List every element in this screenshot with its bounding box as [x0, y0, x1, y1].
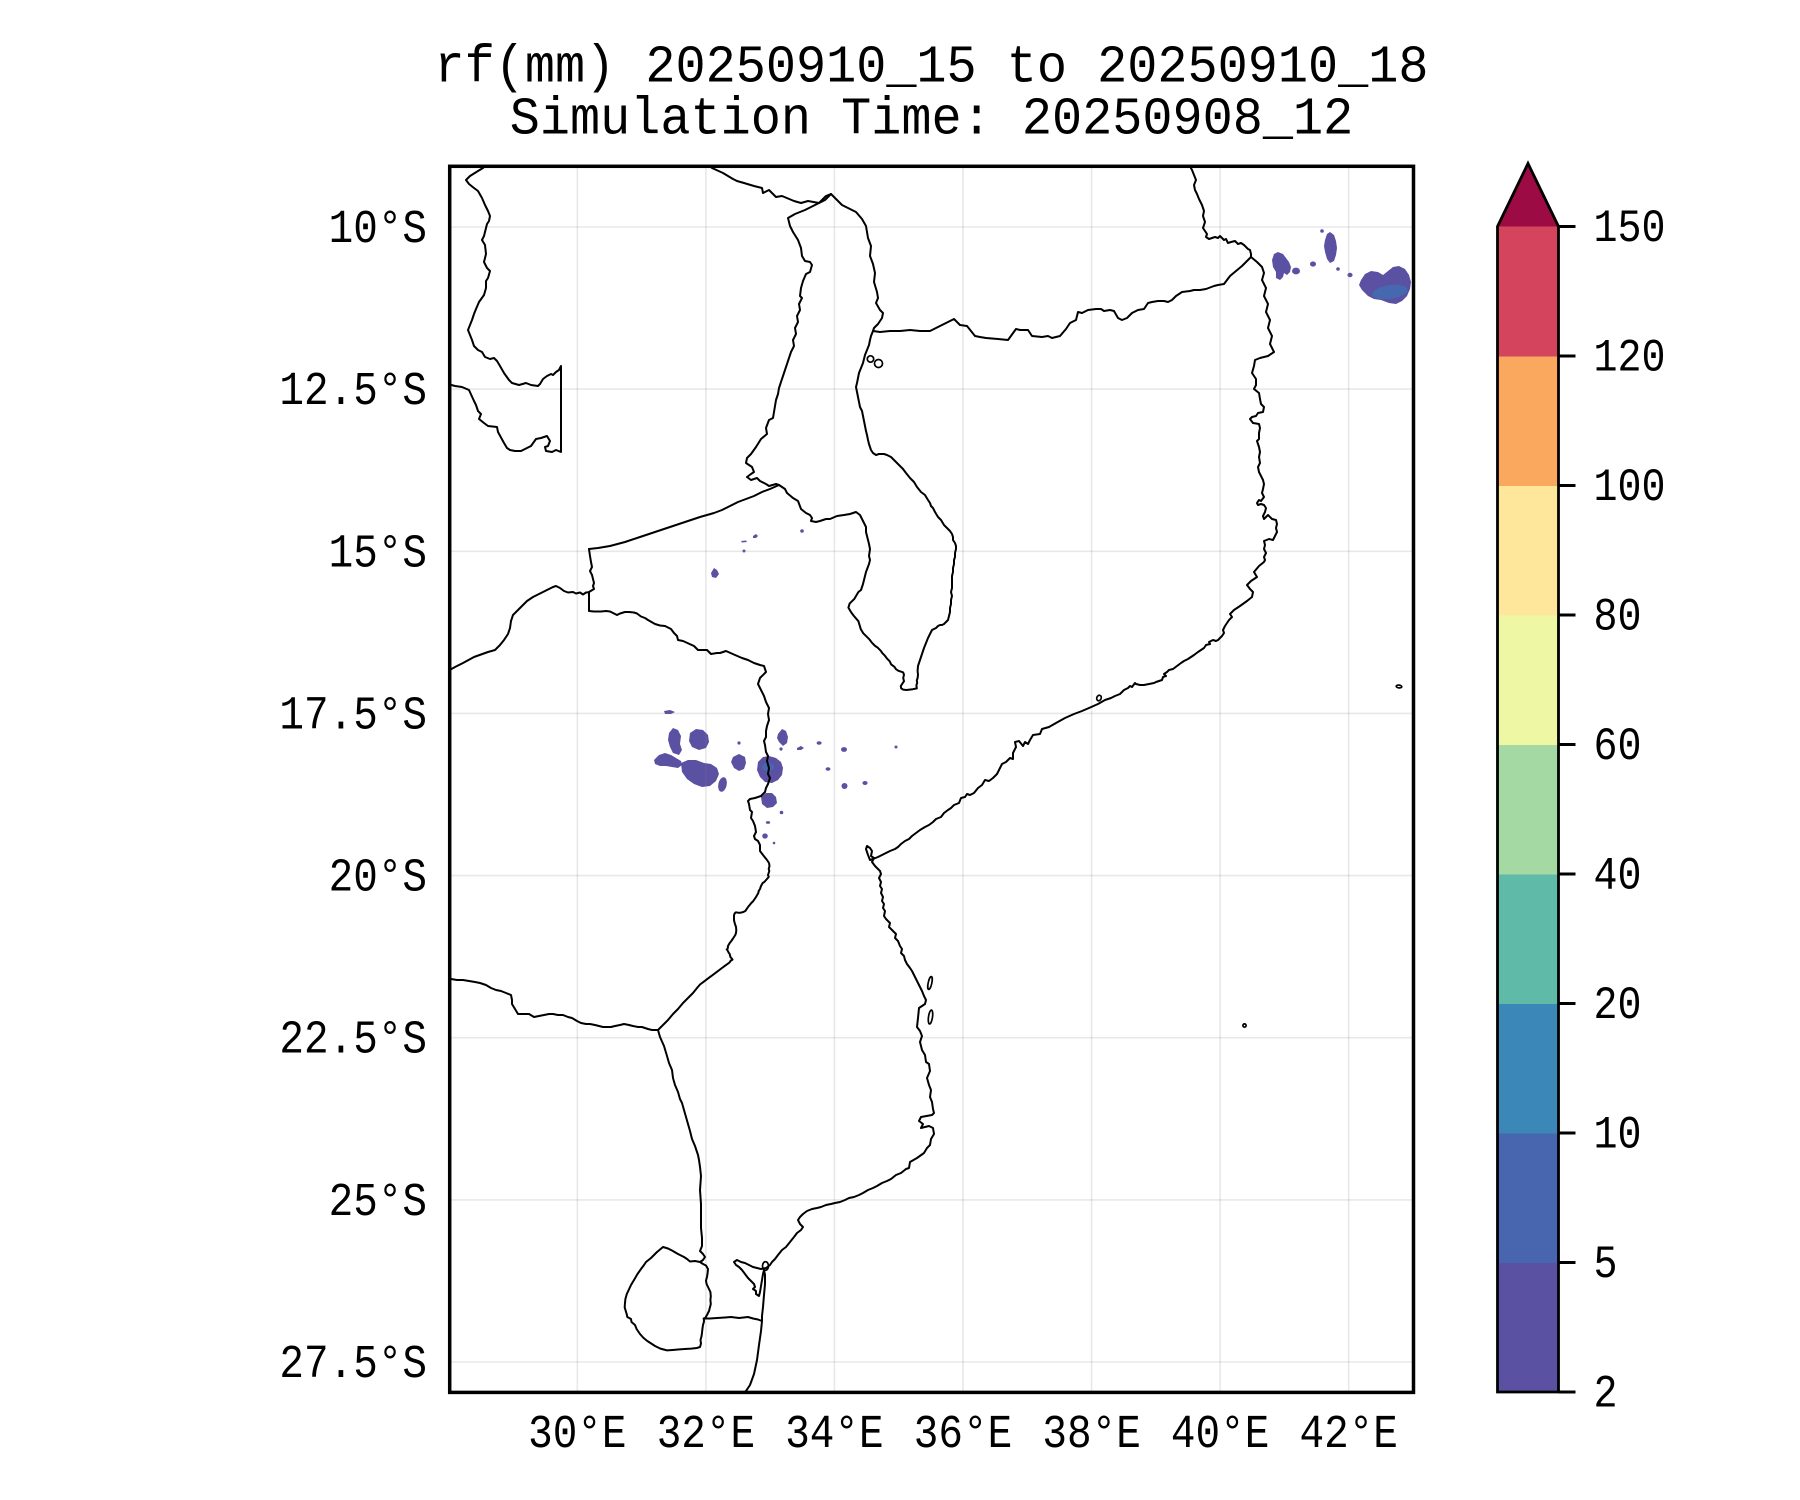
svg-text:20°S: 20°S	[329, 852, 427, 905]
svg-text:5: 5	[1594, 1239, 1618, 1291]
svg-text:15°S: 15°S	[329, 528, 427, 581]
svg-text:12.5°S: 12.5°S	[279, 366, 427, 419]
svg-text:34°E: 34°E	[785, 1409, 883, 1462]
svg-text:40°E: 40°E	[1171, 1409, 1269, 1462]
svg-text:30°E: 30°E	[528, 1409, 626, 1462]
svg-text:32°E: 32°E	[657, 1409, 755, 1462]
svg-text:17.5°S: 17.5°S	[279, 690, 427, 743]
svg-text:42°E: 42°E	[1300, 1409, 1398, 1462]
svg-text:80: 80	[1594, 591, 1642, 643]
svg-text:60: 60	[1594, 721, 1642, 773]
svg-text:10°S: 10°S	[329, 204, 427, 257]
svg-text:rf(mm) 20250910_15 to 20250910: rf(mm) 20250910_15 to 20250910_18	[434, 38, 1428, 97]
svg-text:38°E: 38°E	[1042, 1409, 1140, 1462]
svg-text:20: 20	[1594, 980, 1642, 1032]
svg-text:27.5°S: 27.5°S	[279, 1339, 427, 1392]
svg-text:120: 120	[1594, 332, 1666, 384]
svg-text:150: 150	[1594, 203, 1666, 255]
svg-text:10: 10	[1594, 1109, 1642, 1161]
svg-text:2: 2	[1594, 1368, 1618, 1420]
svg-text:22.5°S: 22.5°S	[279, 1014, 427, 1067]
svg-text:36°E: 36°E	[914, 1409, 1012, 1462]
svg-text:25°S: 25°S	[329, 1176, 427, 1229]
svg-text:40: 40	[1594, 850, 1642, 902]
svg-text:Simulation Time: 20250908_12: Simulation Time: 20250908_12	[510, 90, 1353, 149]
svg-text:100: 100	[1594, 462, 1666, 514]
